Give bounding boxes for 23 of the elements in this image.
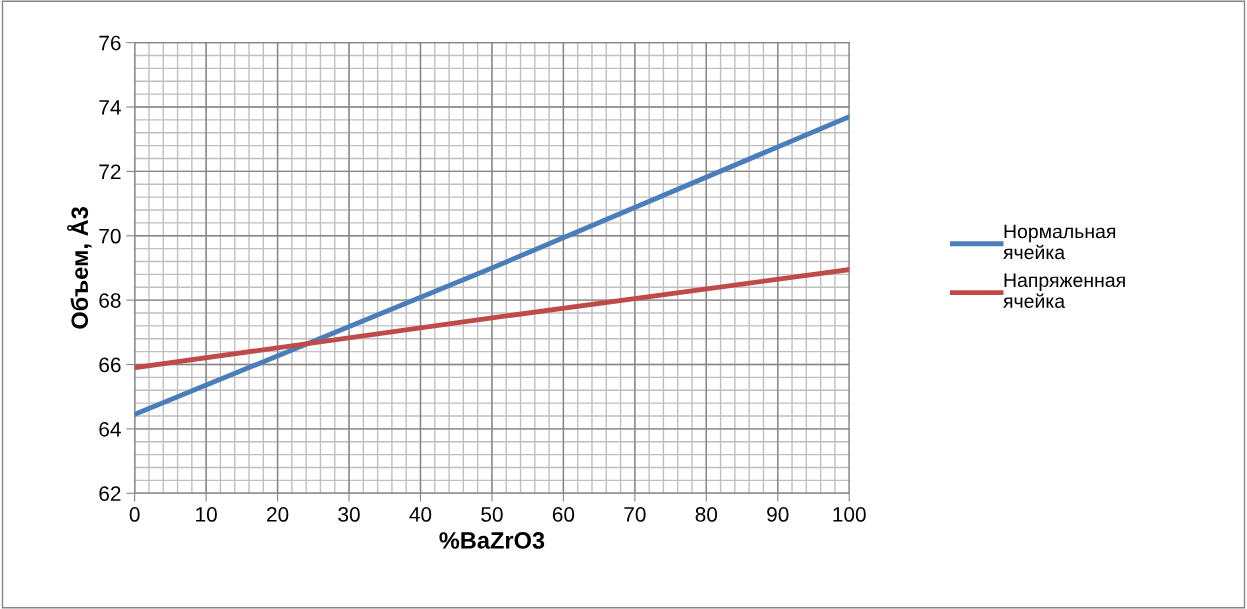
legend-label: Напряженная ячейка — [1003, 273, 1125, 309]
x-axis-title: %BaZrO3 — [439, 532, 545, 549]
legend-label: Нормальная ячейка — [1003, 224, 1116, 260]
x-tick-label: 20 — [267, 507, 289, 522]
x-tick-label: 80 — [695, 507, 718, 522]
x-tick-label: 90 — [767, 507, 789, 522]
y-tick-label: 64 — [99, 421, 121, 437]
y-tick-label: 66 — [99, 357, 121, 373]
y-axis-title: Объем, Å3 — [67, 207, 92, 329]
x-tick-label: 50 — [481, 507, 503, 522]
x-tick-label: 100 — [833, 507, 866, 522]
y-tick-label: 74 — [99, 100, 121, 115]
x-tick-label: 70 — [624, 507, 646, 522]
x-tick-label: 10 — [196, 507, 217, 522]
y-tick-label: 62 — [99, 486, 121, 502]
x-tick-label: 60 — [552, 507, 575, 522]
y-tick-label: 72 — [99, 164, 121, 179]
x-tick-label: 30 — [338, 507, 360, 522]
y-tick-label: 68 — [99, 293, 121, 308]
x-tick-label: 0 — [129, 507, 140, 522]
y-tick-label: 76 — [99, 35, 121, 51]
x-tick-label: 40 — [409, 507, 432, 522]
y-tick-label: 70 — [99, 228, 121, 244]
